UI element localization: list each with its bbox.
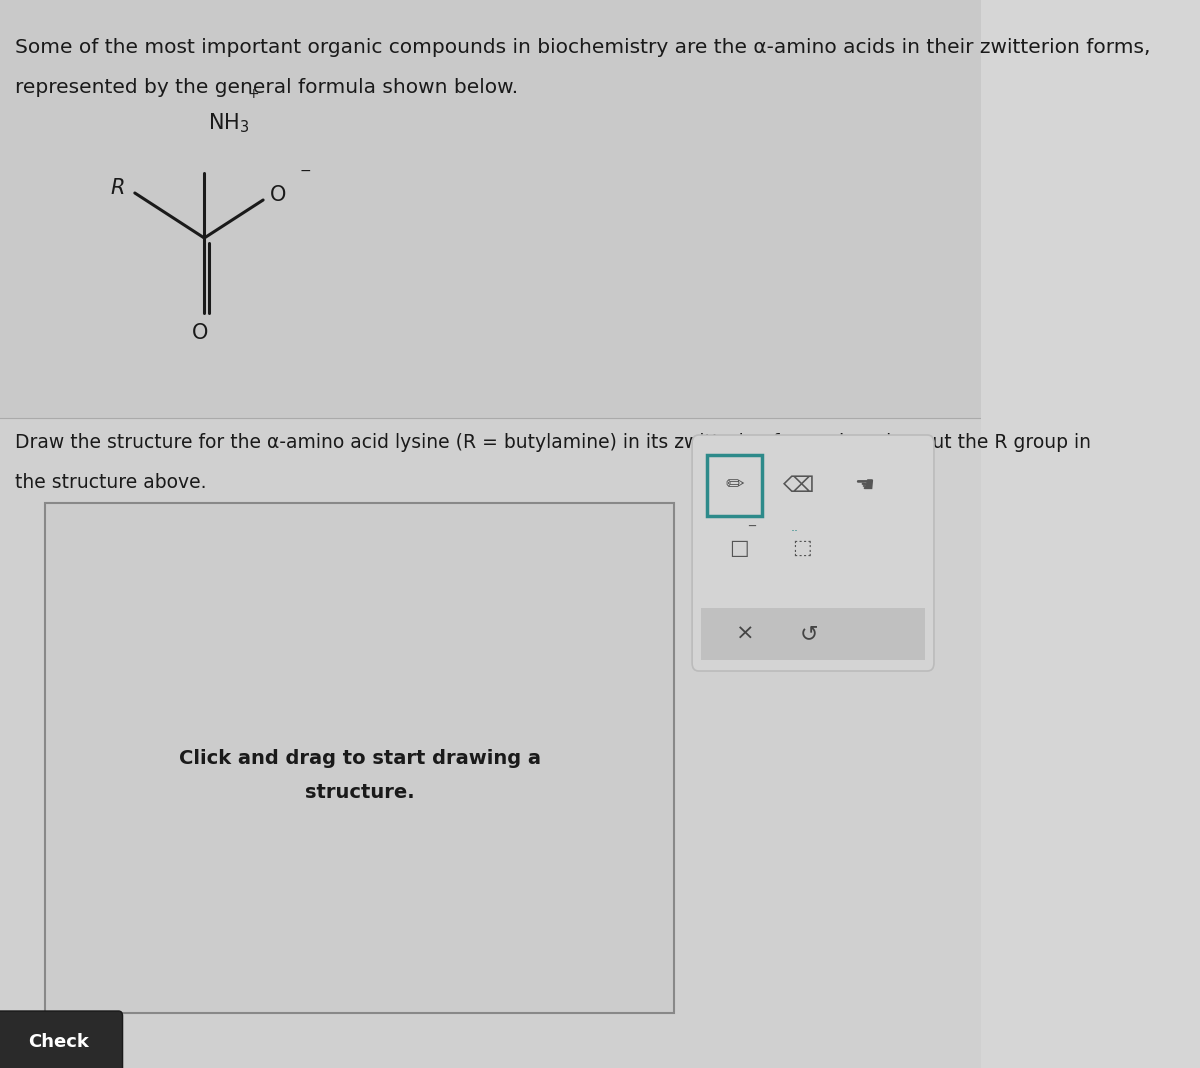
Text: ✏: ✏: [725, 475, 744, 496]
Text: O: O: [270, 185, 286, 205]
Text: Draw the structure for the α-amino acid lysine (R = butylamine) in its zwitterio: Draw the structure for the α-amino acid …: [14, 433, 1091, 452]
FancyBboxPatch shape: [0, 0, 980, 418]
Text: R: R: [110, 178, 125, 198]
Text: represented by the general formula shown below.: represented by the general formula shown…: [14, 78, 518, 97]
Text: ☚: ☚: [854, 475, 875, 496]
Text: structure.: structure.: [305, 784, 414, 802]
Text: ↺: ↺: [799, 624, 818, 644]
Text: ×: ×: [736, 624, 755, 644]
Text: −: −: [300, 164, 312, 178]
Text: +: +: [247, 87, 259, 101]
Text: Some of the most important organic compounds in biochemistry are the α-amino aci: Some of the most important organic compo…: [14, 38, 1151, 57]
Text: O: O: [192, 323, 209, 343]
Text: the structure above.: the structure above.: [14, 473, 206, 492]
FancyBboxPatch shape: [0, 1011, 122, 1068]
FancyBboxPatch shape: [707, 455, 762, 516]
Text: Click and drag to start drawing a: Click and drag to start drawing a: [179, 749, 540, 768]
Text: Check: Check: [29, 1033, 89, 1051]
Text: ··: ··: [791, 525, 798, 538]
FancyBboxPatch shape: [701, 608, 925, 660]
Text: ⬚: ⬚: [792, 538, 812, 557]
Text: ‾: ‾: [748, 527, 755, 540]
Text: □: □: [730, 538, 749, 557]
FancyBboxPatch shape: [0, 418, 980, 1068]
FancyBboxPatch shape: [44, 503, 674, 1014]
FancyBboxPatch shape: [692, 435, 934, 671]
Text: ⌫: ⌫: [784, 475, 815, 496]
Text: $\mathregular{NH_3}$: $\mathregular{NH_3}$: [209, 111, 250, 135]
